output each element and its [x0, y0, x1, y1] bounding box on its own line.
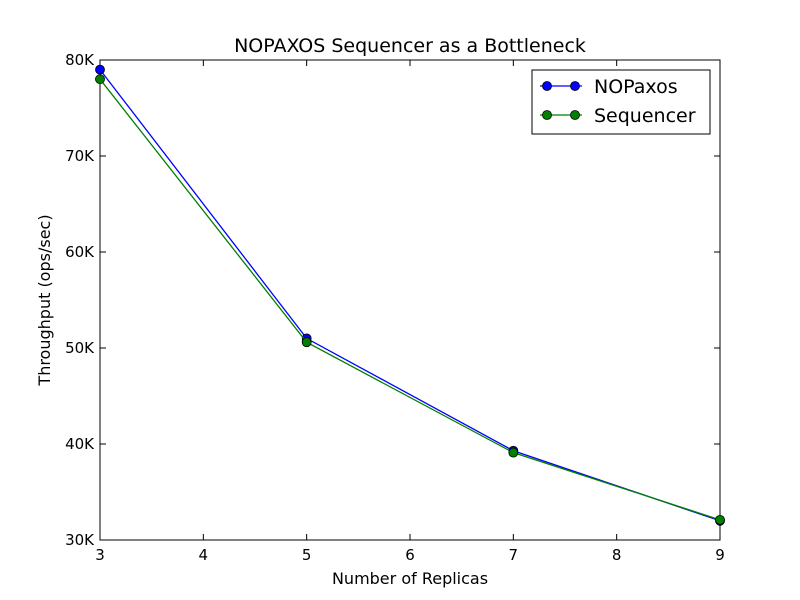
- y-axis-label: Throughput (ops/sec): [35, 214, 54, 386]
- legend-marker-sequencer: [570, 110, 580, 120]
- y-tick-label: 60K: [65, 243, 95, 261]
- data-point-sequencer: [95, 74, 105, 85]
- y-tick-label: 30K: [65, 531, 95, 549]
- legend: NOPaxos Sequencer: [531, 69, 711, 135]
- x-tick-label: 5: [302, 546, 312, 564]
- y-tick-label: 50K: [65, 339, 95, 357]
- legend-label-sequencer: Sequencer: [594, 105, 696, 127]
- x-tick-label: 6: [405, 546, 415, 564]
- legend-box: [531, 69, 711, 135]
- data-point-sequencer: [715, 514, 725, 525]
- y-tick-label: 40K: [65, 435, 95, 453]
- chart-title: NOPAXOS Sequencer as a Bottleneck: [234, 35, 586, 57]
- series-line-sequencer: [99, 78, 721, 521]
- y-tick-label: 70K: [65, 147, 95, 165]
- x-tick-label: 9: [715, 546, 725, 564]
- legend-marker-nopaxos: [542, 81, 552, 91]
- x-tick-label: 7: [509, 546, 519, 564]
- data-point-nopaxos: [95, 64, 105, 75]
- data-point-sequencer: [301, 337, 312, 348]
- x-axis-label: Number of Replicas: [332, 569, 488, 588]
- legend-label-nopaxos: NOPaxos: [594, 76, 678, 98]
- legend-marker-sequencer: [542, 110, 552, 120]
- y-tick-label: 80K: [65, 51, 95, 69]
- x-tick-label: 3: [95, 546, 105, 564]
- data-point-sequencer: [508, 447, 519, 458]
- x-tick-label: 8: [612, 546, 622, 564]
- series-line-nopaxos: [99, 69, 721, 522]
- legend-marker-nopaxos: [570, 81, 580, 91]
- x-tick-label: 4: [199, 546, 209, 564]
